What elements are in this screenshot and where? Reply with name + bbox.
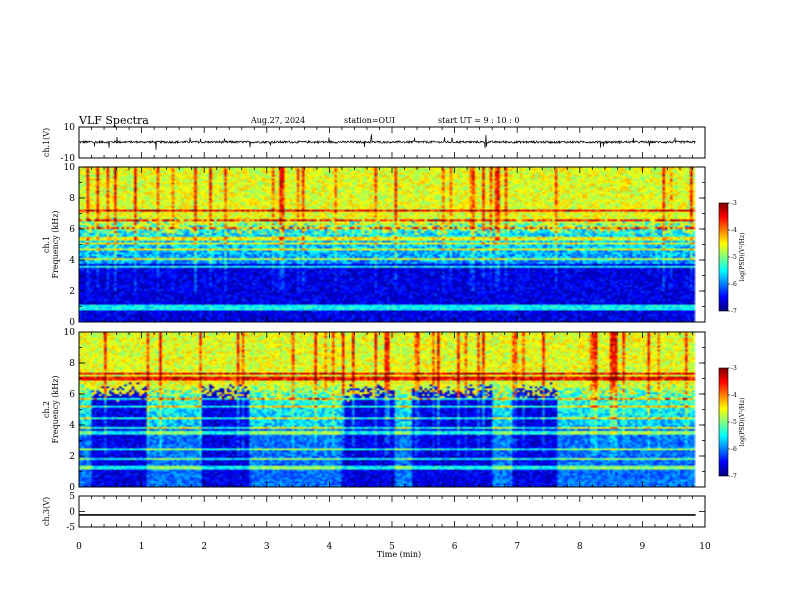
x-tick-label: 8 — [577, 542, 583, 552]
chart-title: VLF Spectra — [78, 114, 149, 127]
ch2-spectrogram-tick-label: 2 — [69, 452, 75, 462]
ch1-spectrogram-tick-label: 4 — [69, 256, 75, 266]
x-tick-label: 5 — [389, 542, 395, 552]
ch2-spectrogram-colorbar — [719, 368, 728, 476]
x-tick-label: 4 — [327, 542, 333, 552]
ch3-waveform-tick-label: 5 — [69, 492, 75, 502]
ch1-spectrogram-colorbar — [719, 203, 728, 311]
colorbar-tick-label: -6 — [731, 446, 737, 453]
ch3-waveform-tick-label: -5 — [66, 523, 75, 533]
ch1-waveform-ylabel: ch.1(V) — [42, 128, 51, 157]
ch1-spectrogram-ylabel: Frequency (kHz) — [51, 210, 60, 278]
chart-station: station=OUI — [344, 116, 395, 125]
ch1-spectrogram-tick-label: 0 — [69, 318, 75, 328]
x-tick-label: 0 — [76, 542, 82, 552]
colorbar-tick-label: -6 — [731, 281, 737, 288]
x-tick-label: 2 — [201, 542, 207, 552]
ch1-spectrogram-tick-label: 6 — [69, 225, 75, 235]
ch1-spectrogram-tick-label: 8 — [69, 194, 75, 204]
ch1-spectrogram-ylabel: ch.1 — [42, 236, 51, 253]
ch1-spectrogram-tick-label: 10 — [64, 163, 76, 173]
colorbar-tick-label: -3 — [731, 365, 737, 372]
colorbar-tick-label: -3 — [731, 200, 737, 207]
chart-start-time: start UT = 9 : 10 : 0 — [438, 116, 519, 125]
x-tick-label: 7 — [514, 542, 520, 552]
chart-date: Aug.27, 2024 — [250, 116, 305, 125]
ch1-spectrogram-colorbar-label: log(PSD)(V²/Hz) — [739, 233, 746, 282]
x-tick-label: 10 — [699, 542, 711, 552]
x-tick-label: 9 — [640, 542, 646, 552]
ch2-spectrogram-ylabel: Frequency (kHz) — [51, 375, 60, 443]
x-tick-label: 1 — [139, 542, 145, 552]
colorbar-tick-label: -7 — [731, 473, 737, 480]
x-tick-label: 3 — [264, 542, 270, 552]
ch2-spectrogram-colorbar-label: log(PSD)(V²/Hz) — [739, 398, 746, 447]
ch1-spectrogram-tick-label: 2 — [69, 287, 75, 297]
ch2-spectrogram-tick-label: 10 — [64, 328, 76, 338]
ch3-waveform-ylabel: ch.3(V) — [42, 497, 51, 526]
x-axis-label: Time (min) — [377, 550, 421, 559]
colorbar-tick-label: -4 — [731, 392, 737, 399]
ch2-spectrogram-image — [79, 332, 705, 487]
colorbar-tick-label: -5 — [731, 254, 737, 261]
ch2-spectrogram-tick-label: 8 — [69, 359, 75, 369]
ch2-spectrogram-tick-label: 6 — [69, 390, 75, 400]
ch1-waveform-trace — [79, 134, 696, 150]
x-tick-label: 6 — [452, 542, 458, 552]
ch1-waveform-tick-label: -10 — [61, 154, 76, 164]
ch3-waveform-tick-label: 0 — [69, 508, 75, 518]
colorbar-tick-label: -4 — [731, 227, 737, 234]
ch2-spectrogram-tick-label: 0 — [69, 483, 75, 493]
ch2-spectrogram-ylabel: ch.2 — [42, 401, 51, 418]
colorbar-tick-label: -5 — [731, 419, 737, 426]
ch1-spectrogram-image — [79, 167, 705, 322]
colorbar-tick-label: -7 — [731, 308, 737, 315]
ch2-spectrogram-tick-label: 4 — [69, 421, 75, 431]
ch1-waveform-tick-label: 10 — [64, 123, 76, 133]
